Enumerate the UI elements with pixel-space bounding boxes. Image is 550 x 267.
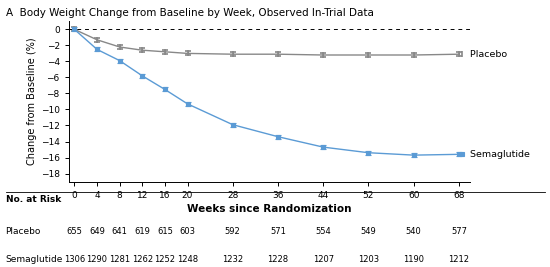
Text: 1228: 1228 [267, 255, 289, 264]
Text: 1248: 1248 [177, 255, 198, 264]
Text: 592: 592 [225, 227, 240, 236]
Text: 619: 619 [134, 227, 150, 236]
Text: 577: 577 [451, 227, 467, 236]
Text: 1190: 1190 [403, 255, 424, 264]
Text: 1290: 1290 [86, 255, 107, 264]
Text: 1281: 1281 [109, 255, 130, 264]
Text: Semaglutide: Semaglutide [468, 150, 530, 159]
Text: 554: 554 [315, 227, 331, 236]
Text: 649: 649 [89, 227, 105, 236]
Text: 1203: 1203 [358, 255, 379, 264]
Text: 1262: 1262 [131, 255, 153, 264]
Text: No. at Risk: No. at Risk [6, 195, 60, 204]
Text: 603: 603 [179, 227, 195, 236]
Text: 641: 641 [112, 227, 128, 236]
Text: 1306: 1306 [64, 255, 85, 264]
Text: 571: 571 [270, 227, 286, 236]
Y-axis label: Change from Baseline (%): Change from Baseline (%) [26, 38, 36, 165]
Text: Placebo: Placebo [6, 227, 41, 236]
Text: A  Body Weight Change from Baseline by Week, Observed In-Trial Data: A Body Weight Change from Baseline by We… [6, 8, 373, 18]
Text: 615: 615 [157, 227, 173, 236]
Text: 1252: 1252 [155, 255, 175, 264]
X-axis label: Weeks since Randomization: Weeks since Randomization [187, 204, 352, 214]
Text: 540: 540 [406, 227, 422, 236]
Text: 1232: 1232 [222, 255, 243, 264]
Text: 1207: 1207 [312, 255, 334, 264]
Text: 655: 655 [67, 227, 82, 236]
Text: 1212: 1212 [448, 255, 470, 264]
Text: Placebo: Placebo [468, 50, 508, 59]
Text: Semaglutide: Semaglutide [6, 255, 63, 264]
Text: 549: 549 [361, 227, 376, 236]
